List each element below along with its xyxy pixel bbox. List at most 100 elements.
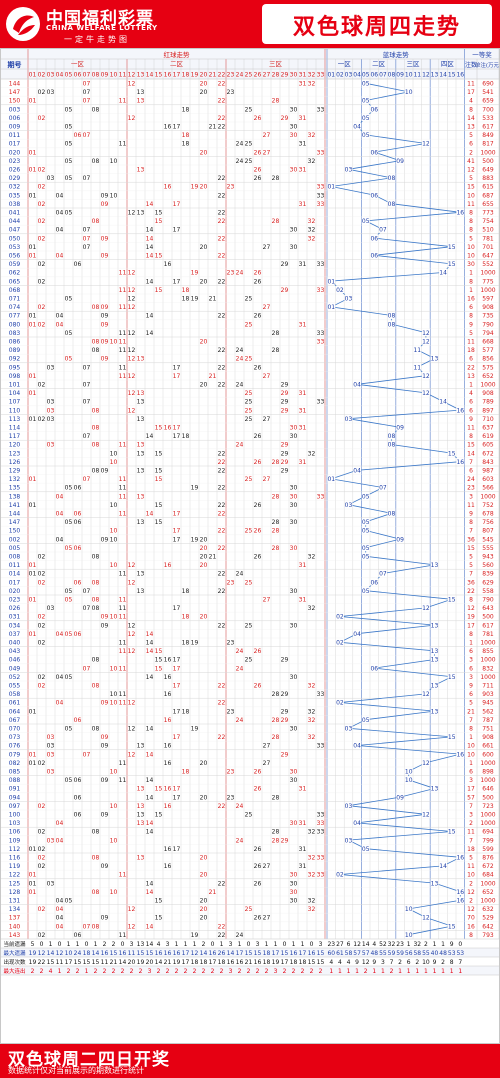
prize-count: 21 xyxy=(467,708,475,715)
red-ball: 30 xyxy=(290,769,298,776)
stat-red-value: 15 xyxy=(317,950,325,957)
trend-table: 期号 红球走势 蓝球走势 一等奖 注数 单注(万元) 一区 二区 三区 一区 二区 三区 四区 01 02 0… xyxy=(0,48,500,1044)
blue-ball-bg xyxy=(361,543,370,552)
red-ball: 02 xyxy=(38,571,46,578)
stat-red-value: 2 xyxy=(283,968,287,975)
red-ball: 05 xyxy=(65,124,73,131)
issue-number: 032 xyxy=(9,184,21,191)
red-ball: 14 xyxy=(146,751,154,758)
blue-ball: 04 xyxy=(353,124,361,131)
red-ball: 31 xyxy=(299,115,307,122)
stat-red-value: 0 xyxy=(121,941,125,948)
stat-red-value: 1 xyxy=(58,968,62,975)
red-ball: 09 xyxy=(101,915,109,922)
stat-blue-value: 12 xyxy=(353,941,361,948)
issue-number: 006 xyxy=(9,115,21,122)
stat-red-value: 14 xyxy=(155,959,163,966)
stat-red-value: 2 xyxy=(265,968,269,975)
stat-red-value: 19 xyxy=(29,950,37,957)
stat-blue-value: 1 xyxy=(424,968,428,975)
stat-red-value: 0 xyxy=(310,941,314,948)
blue-ball-bg xyxy=(361,492,370,500)
red-ball: 22 xyxy=(218,450,226,457)
stat-blue-value: 27 xyxy=(336,941,344,948)
prize-amount: 684 xyxy=(482,872,494,879)
blue-ball: 12 xyxy=(422,339,430,346)
blue-ball: 06 xyxy=(370,253,378,260)
red-ball: 31 xyxy=(299,846,307,853)
blue-ball: 10 xyxy=(405,89,413,96)
red-ball: 25 xyxy=(245,622,253,629)
blue-ball-bg xyxy=(378,569,387,577)
blue-ball-bg xyxy=(447,260,456,268)
red-ball: 08 xyxy=(92,468,100,475)
red-number-header: 22 xyxy=(218,72,226,79)
red-ball: 26 xyxy=(254,648,262,655)
red-ball: 33 xyxy=(317,820,325,827)
red-ball: 19 xyxy=(191,640,199,647)
red-ball: 04 xyxy=(56,898,64,905)
stat-red-value: 1 xyxy=(193,941,197,948)
issue-number: 143 xyxy=(9,932,21,939)
red-ball: 23 xyxy=(227,89,235,96)
red-ball: 26 xyxy=(254,433,262,440)
stat-red-value: 18 xyxy=(191,959,199,966)
red-ball: 26 xyxy=(254,915,262,922)
stat-blue-value: 1 xyxy=(450,968,454,975)
blue-ball: 01 xyxy=(327,304,335,311)
prize-count: 8 xyxy=(469,218,473,225)
blue-ball-bg xyxy=(335,612,344,620)
red-ball: 18 xyxy=(182,588,190,595)
stat-blue-value: 57 xyxy=(362,950,370,957)
blue-ball: 02 xyxy=(336,640,344,647)
red-ball: 14 xyxy=(146,253,154,260)
blue-ball: 07 xyxy=(379,571,387,578)
blue-number-header: 07 xyxy=(379,72,387,79)
prize-amount: 723 xyxy=(482,803,494,810)
prize-count: 8 xyxy=(469,433,473,440)
blue-ball: 13 xyxy=(431,880,439,887)
blue-ball-bg xyxy=(370,148,379,156)
red-ball: 20 xyxy=(200,794,208,801)
stat-red-value: 2 xyxy=(112,968,116,975)
stat-red-value: 1 xyxy=(85,968,89,975)
red-ball: 32 xyxy=(308,708,316,715)
blue-ball-bg xyxy=(353,122,362,130)
red-ball: 07 xyxy=(83,433,91,440)
blue-ball: 05 xyxy=(362,519,370,526)
prize-count: 15 xyxy=(467,442,475,449)
red-ball: 24 xyxy=(236,442,244,449)
blue-ball: 06 xyxy=(370,235,378,242)
red-ball: 22 xyxy=(218,81,226,88)
prize-count: 7 xyxy=(469,803,473,810)
prize-count: 5 xyxy=(469,855,473,862)
red-ball: 20 xyxy=(200,184,208,191)
issue-number: 144 xyxy=(9,81,21,88)
red-ball: 32 xyxy=(308,158,316,165)
issue-number: 106 xyxy=(9,829,21,836)
red-ball: 31 xyxy=(299,820,307,827)
red-ball: 22 xyxy=(218,210,226,217)
red-ball: 05 xyxy=(65,777,73,784)
prize-amount: 694 xyxy=(482,829,494,836)
red-ball: 28 xyxy=(272,98,280,105)
stat-blue-value: 10 xyxy=(422,959,430,966)
red-ball: 08 xyxy=(92,218,100,225)
red-ball: 22 xyxy=(218,700,226,707)
prize-count: 17 xyxy=(467,89,475,96)
issue-number: 052 xyxy=(9,674,21,681)
red-ball: 13 xyxy=(137,803,145,810)
blue-ball-bg xyxy=(361,586,370,595)
red-ball: 03 xyxy=(47,175,55,182)
issue-number: 107 xyxy=(9,399,21,406)
blue-ball-bg xyxy=(413,363,422,371)
prize-amount: 756 xyxy=(482,519,494,526)
col-issue-header: 期号 xyxy=(8,60,22,69)
red-ball: 02 xyxy=(38,278,46,285)
red-ball: 30 xyxy=(290,502,298,509)
red-ball: 01 xyxy=(29,880,37,887)
prize-count: 7 xyxy=(469,459,473,466)
issue-number: 067 xyxy=(9,717,21,724)
blue-ball: 14 xyxy=(439,270,447,277)
